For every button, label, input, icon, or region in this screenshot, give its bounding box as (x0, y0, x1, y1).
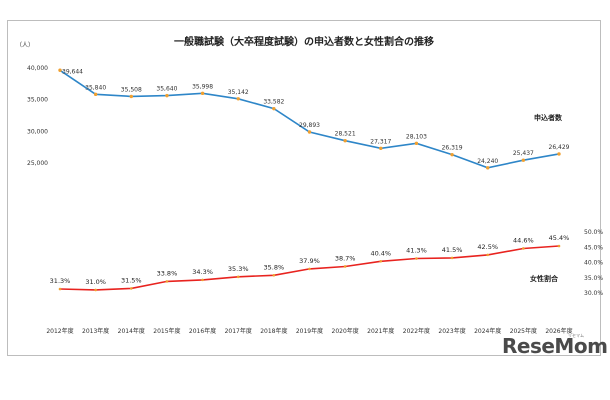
applicants-data-label: 24,240 (477, 158, 498, 165)
x-tick-label: 2015年度 (153, 327, 180, 335)
applicants-data-label: 35,840 (85, 84, 106, 91)
applicants-data-label: 35,508 (121, 86, 142, 93)
female-ratio-data-label: 33.8% (157, 269, 178, 277)
left-tick-label: 25,000 (27, 160, 48, 167)
female-ratio-data-label: 42.5% (477, 243, 498, 251)
resemom-logo-sub: リセマム (568, 333, 584, 338)
female-ratio-data-label: 41.3% (406, 247, 427, 255)
applicants-point (450, 152, 454, 157)
x-tick-label: 2023年度 (438, 327, 465, 335)
applicants-point (93, 92, 98, 97)
female-ratio-data-label: 35.3% (228, 265, 249, 273)
x-tick-label: 2017年度 (225, 327, 252, 335)
applicants-data-label: 28,103 (406, 133, 427, 140)
female-ratio-point (201, 278, 204, 282)
right-tick-label: 45.0% (584, 244, 603, 251)
right-axis: 30.0% 35.0% 40.0% 45.0% 50.0% (584, 229, 603, 297)
x-tick-label: 2020年度 (332, 327, 359, 335)
applicants-data-label: 27,317 (370, 138, 391, 145)
female-ratio-data-label: 37.9% (299, 257, 320, 265)
female-ratio-data-label: 44.6% (513, 236, 534, 244)
series-label-female-ratio: 女性割合 (530, 274, 559, 283)
applicants-point (379, 146, 383, 151)
female-ratio-point (308, 267, 311, 271)
x-tick-label: 2021年度 (367, 327, 394, 335)
female-ratio-data-label: 31.5% (121, 276, 142, 284)
female-ratio-data-label: 31.3% (50, 277, 71, 285)
left-axis: 25,000 30,000 35,000 40,000 (27, 65, 48, 167)
right-tick-label: 50.0% (584, 229, 603, 236)
applicants-data-label: 33,582 (263, 99, 284, 106)
applicants-point (129, 94, 133, 99)
applicants-data-label: 26,319 (442, 145, 463, 152)
applicants-point (557, 152, 561, 156)
x-tick-label: 2012年度 (46, 327, 73, 335)
applicants-point (486, 166, 490, 170)
applicants-data-label: 26,429 (549, 144, 570, 151)
applicants-point (272, 106, 276, 111)
right-tick-label: 40.0% (584, 260, 603, 267)
x-axis: 2012年度 2013年度 2014年度 2015年度 2016年度 2017年度 2018… (46, 327, 572, 335)
female-ratio-point (94, 288, 97, 292)
female-ratio-point (379, 259, 383, 263)
applicants-point (307, 130, 312, 134)
applicants-point (343, 139, 347, 143)
female-ratio-point (486, 253, 490, 257)
applicants-data-label: 25,437 (513, 150, 534, 157)
right-tick-label: 30.0% (584, 290, 603, 297)
x-tick-label: 2014年度 (118, 327, 145, 335)
applicants-point (414, 141, 419, 146)
female-ratio-point (129, 287, 133, 290)
left-tick-label: 35,000 (27, 97, 48, 104)
applicants-point (165, 93, 169, 98)
applicants-point (58, 68, 62, 72)
x-tick-label: 2016年度 (189, 327, 216, 335)
female-ratio-data-label: 31.0% (85, 278, 106, 286)
female-ratio-data-label: 40.4% (370, 249, 391, 257)
female-ratio-point (557, 244, 561, 248)
female-ratio-point (522, 247, 525, 250)
female-ratio-point (58, 287, 62, 291)
x-tick-label: 2022年度 (403, 327, 430, 335)
female-ratio-point (343, 265, 347, 268)
female-ratio-point (165, 280, 169, 283)
applicants-data-label: 39,644 (62, 68, 83, 75)
x-tick-label: 2013年度 (82, 327, 109, 335)
applicants-data-label: 35,142 (228, 89, 249, 96)
female-ratio-point (450, 256, 454, 260)
female-ratio-data-label: 35.8% (264, 263, 285, 271)
applicants-line (59, 69, 560, 169)
chart-title: 一般職試験（大卒程度試験）の申込者数と女性割合の推移 (174, 35, 434, 48)
female-ratio-data-label: 41.5% (442, 246, 463, 254)
applicants-point (521, 158, 526, 162)
applicants-data-label: 29,893 (299, 122, 320, 129)
left-tick-label: 30,000 (27, 128, 48, 135)
left-tick-label: 40,000 (27, 65, 48, 72)
y-unit-label: （人） (16, 42, 34, 49)
x-tick-label: 2025年度 (510, 327, 537, 335)
series-applicants: 39,644 35,840 35,508 35,640 35,998 35,142 33,5… (58, 68, 570, 170)
series-female-ratio: 31.3% 31.0% 31.5% 33.8% 34.3% 35.3% 35.8% 37.9%… (50, 234, 570, 292)
applicants-data-label: 28,521 (335, 131, 356, 138)
x-tick-label: 2018年度 (260, 327, 287, 335)
female-ratio-data-label: 45.4% (549, 234, 570, 242)
female-ratio-data-label: 38.7% (335, 254, 356, 262)
x-tick-label: 2024年度 (474, 327, 501, 335)
chart-frame (7, 20, 601, 356)
x-tick-label: 2026年度 (545, 327, 572, 335)
female-ratio-data-label: 34.3% (192, 268, 213, 276)
resemom-logo: ReseMom (502, 334, 608, 358)
applicants-data-label: 35,998 (192, 83, 213, 90)
applicants-data-label: 35,640 (156, 86, 177, 93)
female-ratio-point (236, 275, 240, 279)
female-ratio-point (415, 257, 418, 260)
female-ratio-point (272, 274, 276, 277)
x-tick-label: 2019年度 (296, 327, 323, 335)
applicants-point (236, 97, 240, 101)
series-label-applicants: 申込者数 (534, 113, 563, 122)
applicants-point (200, 91, 205, 96)
right-tick-label: 35.0% (584, 275, 603, 282)
